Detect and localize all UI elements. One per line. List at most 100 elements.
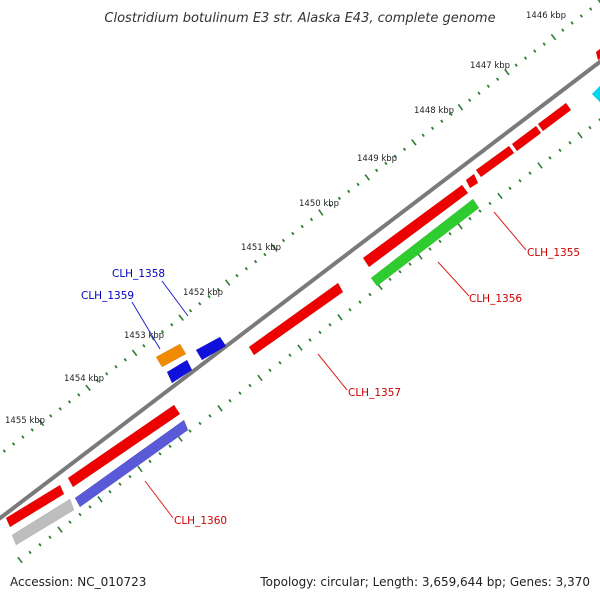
inner-ring-tick	[168, 444, 172, 448]
outer-ring-tick	[105, 372, 109, 376]
outer-ring-tick	[514, 63, 518, 67]
outer-ring-tick	[271, 244, 277, 251]
tick-label-1449: 1449 kbp	[357, 154, 397, 164]
inner-ring-tick	[297, 344, 303, 351]
inner-ring-tick	[497, 192, 503, 200]
inner-ring-tick	[238, 391, 242, 395]
gene-label-clh-1359[interactable]: CLH_1359	[81, 290, 134, 302]
inner-ring-tick	[388, 277, 392, 282]
outer-ring-tick	[402, 147, 407, 152]
outer-ring-tick	[198, 301, 202, 306]
outer-ring-tick	[170, 322, 174, 327]
inner-ring-tick	[148, 459, 152, 464]
gene-arrow-red[interactable]	[475, 145, 515, 178]
outer-ring-tick	[347, 189, 351, 194]
outer-ring-tick	[356, 182, 360, 187]
gene-clh-1359[interactable]	[155, 343, 187, 368]
outer-ring-tick	[49, 414, 53, 418]
outer-ring-tick	[160, 329, 165, 334]
outer-ring-tick	[178, 314, 184, 321]
gene-clh-1356[interactable]	[370, 198, 480, 287]
inner-ring-tick	[288, 353, 292, 357]
inner-ring-tick	[158, 452, 162, 456]
plus-strand-genes	[5, 46, 600, 546]
gene-clh-1358[interactable]	[195, 336, 227, 361]
gene-clh-1357[interactable]	[248, 282, 344, 356]
outer-ring-tick	[495, 77, 500, 81]
gene-label-clh-1357[interactable]: CLH_1357	[348, 387, 401, 399]
inner-ring-tick	[438, 239, 442, 244]
outer-ring-tick	[589, 7, 593, 11]
outer-ring-tick	[421, 133, 425, 138]
outer-ring-tick	[67, 400, 72, 404]
inner-ring-tick	[228, 398, 232, 403]
inner-ring-tick	[398, 269, 402, 274]
inner-ring-tick	[528, 171, 532, 175]
tick-label-1447: 1447 kbp	[470, 61, 510, 71]
leader-clh-1355	[493, 211, 527, 251]
gene-arrow-blue[interactable]	[166, 359, 193, 384]
outer-ring-tick	[224, 279, 231, 286]
inner-ring-tick	[88, 505, 92, 509]
outer-ring-tick	[235, 273, 239, 278]
inner-ring-tick	[518, 178, 522, 183]
outer-ring-tick	[253, 259, 258, 264]
gene-arrow-red[interactable]	[67, 404, 181, 488]
outer-ring-tick	[579, 14, 584, 18]
outer-ring-tick	[328, 203, 332, 208]
gene-label-clh-1355[interactable]: CLH_1355	[527, 247, 580, 259]
topology-info-text: Topology: circular; Length: 3,659,644 bp…	[259, 575, 590, 589]
inner-ring-tick	[57, 526, 63, 533]
gene-arrow-red[interactable]	[5, 484, 65, 528]
inner-ring-tick	[337, 314, 343, 321]
inner-ring-tick	[568, 141, 572, 145]
outer-ring-tick	[58, 407, 62, 411]
inner-ring-tick	[128, 474, 132, 479]
inner-ring-tick	[598, 118, 600, 122]
outer-ring-tick	[11, 442, 16, 446]
inner-ring-tick	[468, 216, 472, 221]
inner-ring-tick	[38, 543, 42, 547]
tick-label-1452: 1452 kbp	[183, 288, 223, 298]
outer-ring-tick	[597, 0, 600, 4]
gene-arrow-gray[interactable]	[11, 498, 75, 546]
outer-ring-tick	[309, 217, 314, 222]
outer-ring-tick	[216, 287, 221, 292]
gene-label-clh-1358[interactable]: CLH_1358	[112, 268, 165, 280]
outer-ring-tick	[550, 33, 557, 41]
gene-arrow-red[interactable]	[537, 102, 572, 132]
inner-ring-tick	[268, 368, 272, 373]
genome-backbone	[0, 59, 600, 521]
outer-ring-tick	[430, 126, 435, 131]
outer-ring-tick	[281, 238, 286, 243]
gene-arrow-red-edge[interactable]	[595, 46, 600, 61]
inner-ring-tick	[457, 222, 463, 230]
outer-ring-tick	[131, 349, 138, 357]
inner-ring-tick	[278, 361, 282, 365]
outer-ring-tick	[291, 231, 295, 236]
gene-arrow-red[interactable]	[465, 173, 479, 189]
outer-ring-tick	[440, 119, 444, 124]
gene-label-clh-1360[interactable]: CLH_1360	[174, 515, 227, 527]
outer-ring-tick	[207, 294, 211, 299]
gene-clh-1360[interactable]	[74, 419, 189, 508]
inner-ring-tick	[188, 429, 192, 433]
outer-ring-tick	[123, 358, 127, 362]
outer-ring-tick	[561, 28, 565, 32]
gene-labels: CLH_1355 CLH_1356 CLH_1357 CLH_1360 CLH_…	[81, 247, 580, 527]
outer-ring-tick	[30, 428, 34, 432]
outer-ring-tick	[85, 384, 91, 392]
tick-label-1451: 1451 kbp	[241, 243, 281, 253]
gene-label-clh-1356[interactable]: CLH_1356	[469, 293, 522, 305]
gene-arrow-red[interactable]	[511, 125, 542, 152]
leader-clh-1360	[144, 480, 174, 519]
inner-ring-tick	[558, 148, 562, 153]
inner-ring-tick	[417, 253, 423, 260]
gene-clh-1355[interactable]	[362, 184, 469, 268]
inner-ring-tick	[448, 232, 452, 236]
gene-arrow-cyan[interactable]	[591, 85, 600, 103]
inner-ring-tick	[28, 550, 32, 555]
accession-text: Accession: NC_010723	[10, 575, 146, 589]
label-leaders	[131, 211, 527, 519]
inner-ring-tick	[488, 201, 492, 206]
